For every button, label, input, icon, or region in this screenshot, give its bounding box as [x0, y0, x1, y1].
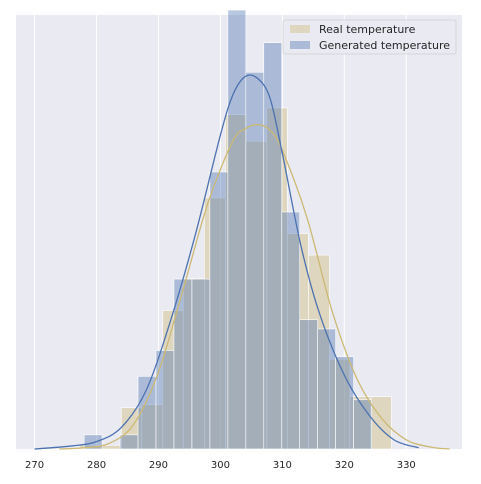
legend-swatch-generated	[290, 41, 310, 49]
generated-bar-9	[245, 71, 265, 450]
real-temperature-bars	[78, 107, 392, 450]
legend: Real temperature Generated temperature	[282, 19, 457, 55]
generated-bar-13	[317, 328, 336, 450]
x-tick-label-310: 310	[273, 460, 292, 471]
generated-bar-2	[119, 434, 139, 450]
legend-label-generated: Generated temperature	[319, 39, 450, 52]
real-bar-14	[370, 396, 392, 450]
x-tick-label-330: 330	[397, 460, 416, 471]
legend-box	[282, 19, 457, 55]
generated-bar-8	[227, 9, 247, 450]
legend-label-real: Real temperature	[319, 23, 416, 36]
x-tick-label-280: 280	[87, 460, 106, 471]
x-tick-label-320: 320	[335, 460, 354, 471]
generated-bar-4	[155, 350, 175, 450]
x-tick-label-300: 300	[211, 460, 230, 471]
generated-bar-0	[83, 434, 103, 450]
generated-bar-7	[209, 171, 229, 450]
generated-bar-11	[281, 211, 301, 450]
kde-lines	[34, 74, 450, 450]
real-kde-line	[59, 123, 450, 450]
generated-bar-6	[191, 278, 211, 450]
generated-bar-5	[173, 278, 193, 450]
plot-area	[16, 15, 462, 449]
legend-swatch-real	[290, 25, 310, 33]
x-tick-label-270: 270	[25, 460, 44, 471]
generated-bar-14	[335, 356, 354, 450]
generated-temperature-bars	[83, 9, 372, 450]
generated-bar-10	[263, 42, 283, 450]
generated-bar-12	[299, 319, 318, 450]
gridlines	[34, 15, 407, 449]
x-tick-label-290: 290	[149, 460, 168, 471]
generated-kde-line	[34, 74, 419, 450]
x-axis-ticks: 270 280 290 300 310 320 330	[25, 460, 416, 471]
